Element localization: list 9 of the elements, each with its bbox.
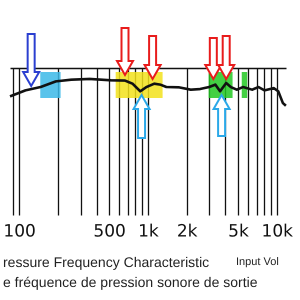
text: e fréquence de pression sonore de sortie [3,274,258,290]
text: Input Vol [236,256,279,268]
x-tick-label: 500 [93,222,126,242]
x-tick-label: 2k [176,222,198,242]
x-tick-label: 5k [228,222,249,242]
text: ressure Frequency Characteristic [3,254,210,270]
x-tick-label: 10k [262,222,294,242]
x-tick-label: 1k [138,222,159,242]
x-tick-label: 100 [3,222,36,242]
